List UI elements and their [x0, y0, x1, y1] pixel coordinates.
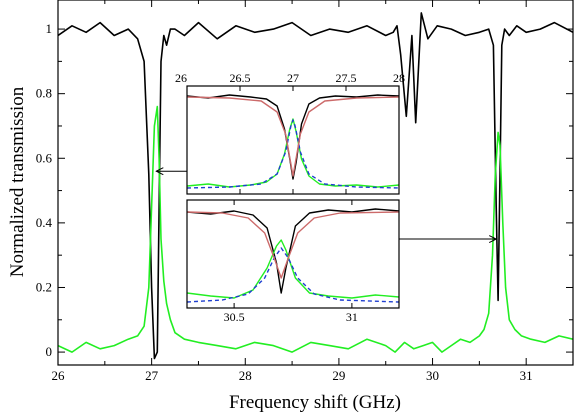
inset-x-tick-label: 30.5	[224, 310, 245, 324]
x-tick-label: 31	[520, 368, 533, 383]
inset-bottom: 30.5 31	[186, 199, 400, 324]
inset-0-series-line-3	[187, 96, 399, 177]
inset-0-series-line-2	[187, 119, 399, 189]
x-tick-label: 28	[239, 368, 252, 383]
inset-x-tick-label: 27	[287, 71, 299, 85]
y-tick-label: 0.4	[36, 215, 53, 230]
inset-bottom-background	[187, 200, 399, 308]
inset-bottom-series-group	[187, 208, 399, 303]
inset-bottom-frame	[186, 199, 400, 309]
x-tick-label: 27	[145, 368, 159, 383]
inset-x-tick-label: 26.5	[230, 71, 251, 85]
x-tick-label: 29	[332, 368, 345, 383]
y-tick-label: 0.2	[36, 279, 52, 294]
main-series-group	[58, 12, 573, 360]
inset-top-series-group	[187, 94, 399, 189]
plot-frame	[57, 0, 574, 366]
series-line-1	[58, 105, 573, 353]
y-tick-label: 0.6	[36, 150, 53, 165]
inset-x-tick-label: 26	[175, 71, 187, 85]
x-tick-label: 26	[52, 368, 66, 383]
x-axis-title: Frequency shift (GHz)	[229, 392, 401, 413]
inset-top-ticks-group: 26 26.5 27 27.5 28	[175, 71, 405, 194]
y-tick-label: 0	[46, 344, 53, 359]
y-tick-label: 0.8	[36, 86, 52, 101]
inset-1-series-line-0	[187, 208, 399, 294]
inset-1-series-line-2	[187, 247, 399, 303]
inset-x-tick-label: 28	[393, 71, 405, 85]
inset-0-series-line-0	[187, 94, 399, 180]
series-line-0	[58, 12, 573, 360]
inset-bottom-ticks-group: 30.5 31	[224, 200, 358, 324]
main-tick-labels-group: 26 27 28 29 30 31 0 0.2 0.4 0.6 0.8 1	[36, 21, 533, 383]
x-tick-label: 30	[426, 368, 439, 383]
inset-x-tick-label: 31	[346, 310, 358, 324]
inset-1-series-line-3	[187, 211, 399, 279]
y-axis-title: Normalized transmission	[7, 86, 28, 277]
inset-top: 26 26.5 27 27.5 28	[175, 71, 405, 195]
main-ticks-group	[57, 0, 573, 365]
inset-x-tick-label: 27.5	[336, 71, 357, 85]
y-tick-label: 1	[46, 21, 53, 36]
